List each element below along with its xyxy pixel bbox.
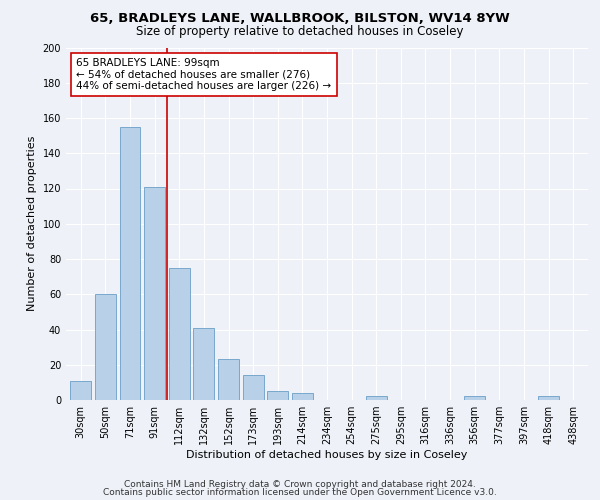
Bar	[292, 393, 313, 400]
X-axis label: Distribution of detached houses by size in Coseley: Distribution of detached houses by size …	[187, 450, 467, 460]
Y-axis label: Number of detached properties: Number of detached properties	[27, 136, 37, 312]
Text: Contains public sector information licensed under the Open Government Licence v3: Contains public sector information licen…	[103, 488, 497, 497]
Text: Contains HM Land Registry data © Crown copyright and database right 2024.: Contains HM Land Registry data © Crown c…	[124, 480, 476, 489]
Bar	[193, 328, 214, 400]
Bar	[538, 396, 559, 400]
Bar	[267, 391, 288, 400]
Bar	[366, 396, 387, 400]
Text: 65 BRADLEYS LANE: 99sqm
← 54% of detached houses are smaller (276)
44% of semi-d: 65 BRADLEYS LANE: 99sqm ← 54% of detache…	[76, 58, 332, 92]
Bar	[169, 268, 190, 400]
Text: 65, BRADLEYS LANE, WALLBROOK, BILSTON, WV14 8YW: 65, BRADLEYS LANE, WALLBROOK, BILSTON, W…	[90, 12, 510, 26]
Bar	[70, 380, 91, 400]
Bar	[144, 186, 165, 400]
Bar	[119, 127, 140, 400]
Text: Size of property relative to detached houses in Coseley: Size of property relative to detached ho…	[136, 25, 464, 38]
Bar	[242, 376, 263, 400]
Bar	[464, 396, 485, 400]
Bar	[218, 360, 239, 400]
Bar	[95, 294, 116, 400]
